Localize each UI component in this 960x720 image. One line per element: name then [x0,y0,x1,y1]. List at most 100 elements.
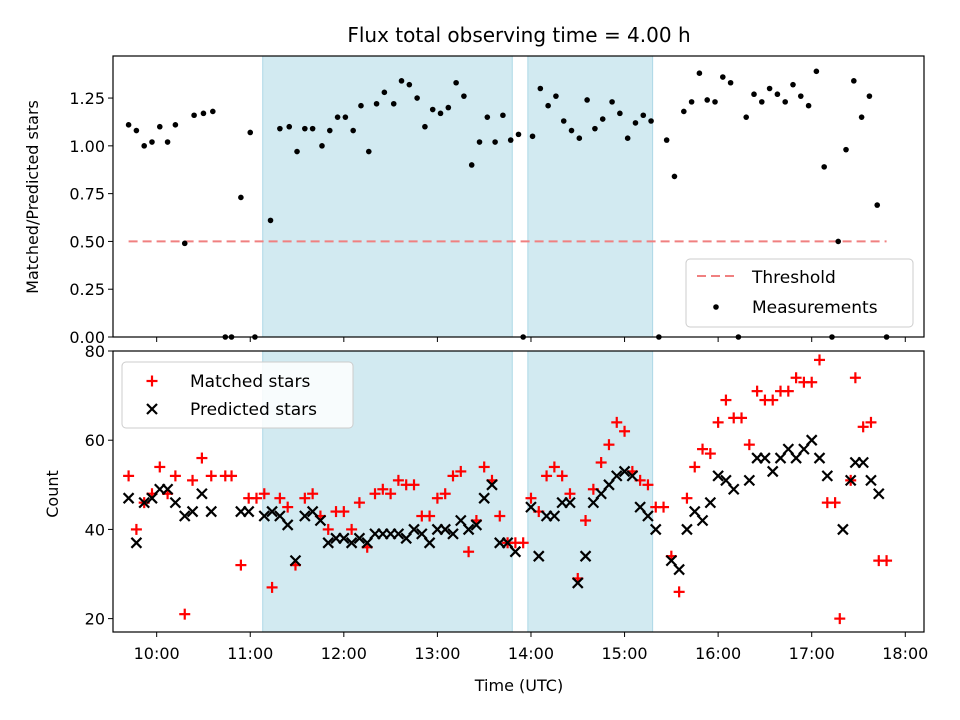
bottom-y-tick-label: 60 [85,431,105,450]
matched-star-point [478,461,490,473]
top-plot-panel: 0.00 0.25 0.50 0.75 1.00 1.25 Threshold Measure… [69,55,925,347]
measurement-point [568,127,575,134]
matched-star-point [712,416,724,428]
predicted-star-point-b [345,537,358,549]
matched-star-point [736,412,748,424]
predicted-star-point [299,510,311,522]
measurement-point [286,123,293,130]
predicted-star-point [844,474,857,487]
predicted-star-point-b [774,452,787,464]
measurement-point [445,104,452,111]
bottom-y-tick-label: 20 [85,610,105,629]
matched-star-point [541,470,553,482]
measurement-point [191,112,197,119]
predicted-star-point [790,452,802,464]
predicted-star-point-b [338,532,350,545]
top-legend: Threshold Measurements [685,258,914,328]
matched-star-point [274,492,286,504]
matched-star-point [556,470,568,482]
matched-star-point [751,385,763,397]
predicted-star-point [447,528,459,540]
matched-star-point [525,492,537,504]
measurement-point [743,114,750,120]
predicted-star-point [122,492,135,504]
measurement-point [390,100,397,107]
measurement-point [149,139,155,145]
measurement-point [515,131,522,138]
measurement-point [835,238,842,245]
predicted-star-point [564,496,576,509]
predicted-star-point-b [727,483,740,496]
predicted-star-point-b [610,470,623,482]
matched-star-point [881,555,893,567]
predicted-star-point-b [618,465,631,478]
measurement-point [720,74,726,80]
predicted-star-point [688,505,701,518]
measurement-point [319,143,325,149]
measurement-point [398,78,405,84]
measurement-point [553,93,559,99]
predicted-star-point [766,465,779,478]
measurement-point [529,133,536,140]
top-legend-box [685,258,914,328]
top-y-tick-label: 1.00 [69,137,105,156]
matched-star-point [834,613,846,625]
matched-star-point [266,581,278,593]
matched-star-point [767,394,779,406]
predicted-star-point-b [122,492,135,504]
measurement-point [238,194,244,201]
measurement-point [632,120,639,126]
measurement-point [461,93,467,99]
predicted-star-point-b [759,452,771,464]
measurement-point [342,114,349,120]
legend-measurements-label: Measurements [752,298,878,318]
predicted-star-point-b [626,470,639,482]
measurement-point [704,97,711,103]
legend-threshold-label: Threshold [751,268,836,288]
measurement-point [210,108,216,115]
predicted-star-point [509,545,522,558]
predicted-star-point-b [579,550,592,562]
predicted-star-point-b [844,474,857,487]
predicted-star-point-b [665,554,678,567]
measurement-point [751,91,757,98]
predicted-star-point-b [242,505,255,518]
predicted-star-point-b [306,505,319,518]
matched-star-point [580,514,592,526]
predicted-star-point-b [564,496,576,509]
predicted-star-point-b [696,514,709,527]
predicted-star-point-b [462,523,475,536]
predicted-star-point [462,523,475,536]
matched-star-point [865,416,877,428]
predicted-star-point-b [130,537,143,549]
predicted-star-point [813,452,826,464]
chart-title: Flux total observing time = 4.00 h [347,23,690,47]
matched-star-point [392,474,404,486]
x-axis-label: Time (UTC) [474,676,563,695]
measurement-point [576,135,583,141]
measurement-point [851,78,857,84]
measurement-point [584,97,590,103]
predicted-star-point-b [353,532,366,545]
predicted-star-point-b [642,510,654,522]
matched-star-point [424,510,436,522]
predicted-star-point [138,496,150,509]
predicted-star-point [626,470,639,482]
measurement-point [727,79,734,86]
measurement-point [813,68,820,75]
matched-star-point [377,483,389,495]
measurement-point [453,79,459,86]
predicted-star-point-b [392,528,405,540]
predicted-star-point [314,514,327,527]
measurement-point [712,99,718,105]
predicted-star-point [361,537,373,549]
predicted-star-point [439,523,451,536]
predicted-star-point-b [743,474,756,487]
predicted-star-point-b [447,528,459,540]
matched-star-point [250,492,262,504]
predicted-star-point [532,550,545,562]
measurement-point [326,127,333,134]
measurement-point [200,110,207,117]
predicted-star-point [169,496,182,509]
measurement-point [406,81,413,88]
